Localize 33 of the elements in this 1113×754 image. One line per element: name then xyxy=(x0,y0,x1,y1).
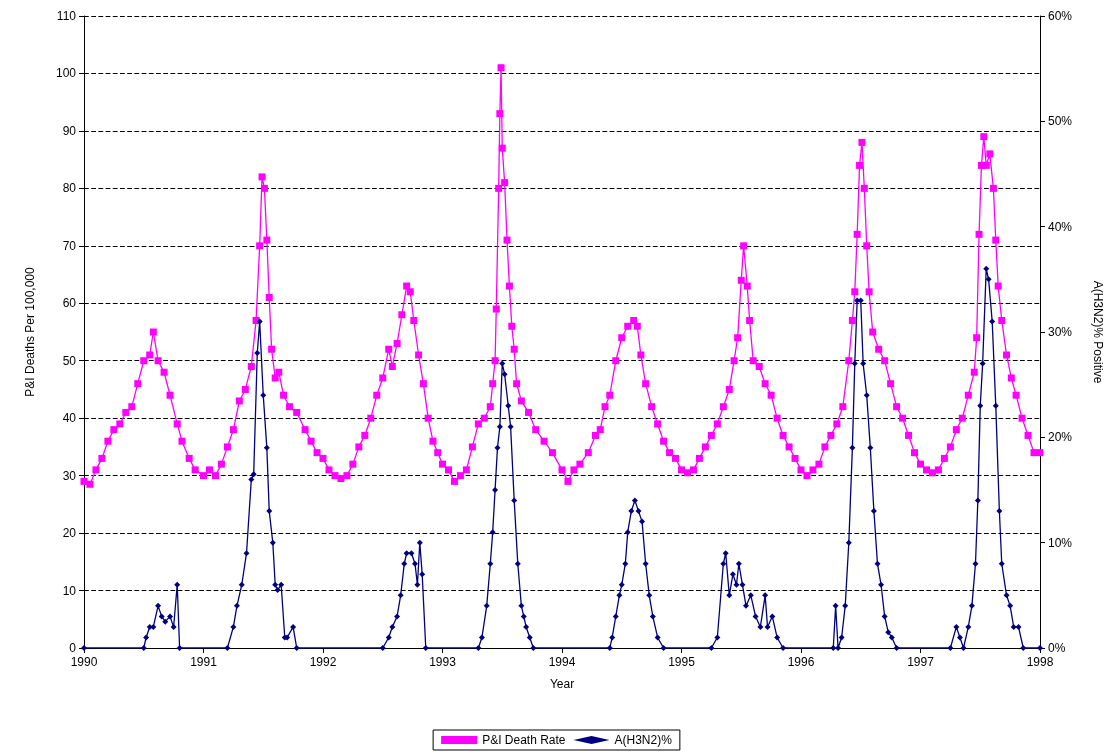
y-tick-label: 70 xyxy=(62,238,77,253)
x-tick-label: 1990 xyxy=(70,655,98,669)
y-axis-title: P&I Deaths Per 100,000 xyxy=(23,266,37,397)
y-tick-label: 40 xyxy=(62,411,77,426)
y2-tick-label: 30% xyxy=(1048,325,1073,339)
y2-tick-label: 10% xyxy=(1048,535,1073,550)
x-tick-label: 1998 xyxy=(1026,655,1054,669)
y2-tick-label: 20% xyxy=(1048,430,1073,445)
y2-tick-label: 60% xyxy=(1048,9,1073,23)
x-tick-label: 1997 xyxy=(907,655,935,669)
y-tick-label: 80 xyxy=(62,181,77,196)
x-tick-label: 1996 xyxy=(787,655,815,669)
y-tick-label: 90 xyxy=(62,123,77,138)
y-tick-label: 100 xyxy=(55,66,77,81)
x-tick-label: 1995 xyxy=(668,655,696,669)
y-tick-label: 20 xyxy=(62,526,77,541)
y-tick-label: 60 xyxy=(62,296,77,311)
legend-label: A(H3N2)% xyxy=(614,733,673,747)
y-tick-label: 30 xyxy=(62,468,77,483)
y2-tick-label: 50% xyxy=(1048,114,1073,129)
x-axis-title: Year xyxy=(549,677,575,691)
x-tick-label: 1994 xyxy=(548,655,576,669)
x-tick-label: 1991 xyxy=(190,655,218,669)
y-tick-label: 10 xyxy=(62,583,77,598)
y2-tick-label: 0% xyxy=(1048,641,1066,655)
y2-axis-title: A(H3N2)% Positive xyxy=(1091,280,1105,384)
x-tick-label: 1993 xyxy=(429,655,457,669)
y-tick-label: 110 xyxy=(56,9,77,23)
y2-tick-label: 40% xyxy=(1048,219,1073,234)
legend-label: P&I Death Rate xyxy=(482,733,566,747)
y-tick-label: 0 xyxy=(69,641,77,655)
y-tick-label: 50 xyxy=(62,353,77,368)
x-tick-label: 1992 xyxy=(309,655,337,669)
